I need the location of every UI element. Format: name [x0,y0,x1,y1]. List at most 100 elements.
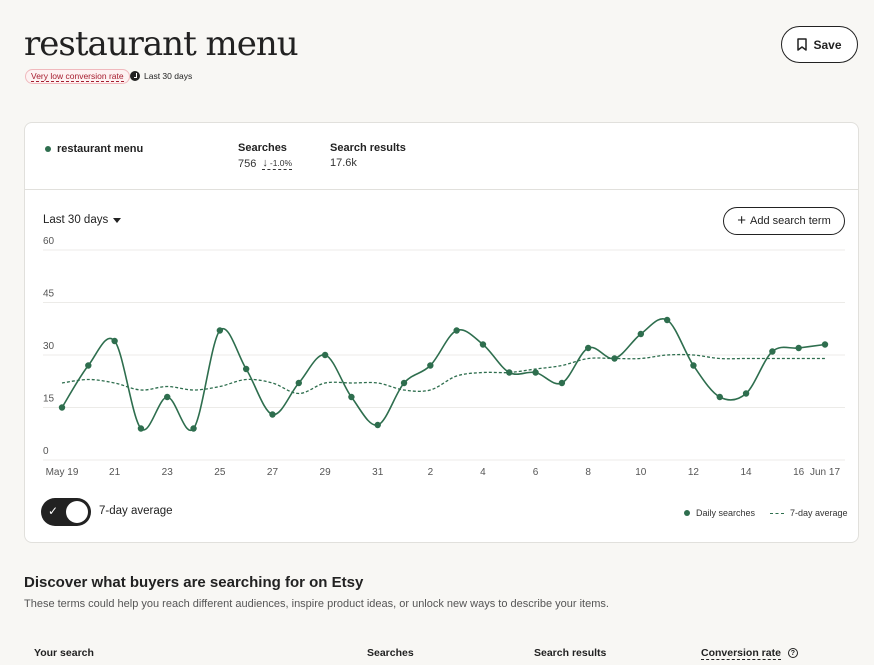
clock-icon [130,71,140,81]
daily-point [242,365,250,373]
daily-point [190,425,197,432]
daily-point [111,337,118,345]
bookmark-icon [797,38,808,51]
legend-average: 7-day average [770,508,848,518]
check-icon: ✓ [48,504,59,518]
y-tick-label: 0 [43,446,49,457]
x-tick-label: 16 [793,467,805,478]
daily-series-line [61,318,826,432]
average-series-line [61,353,825,395]
daily-point [795,344,802,352]
x-tick-label: 2 [428,467,434,478]
daily-point [637,330,645,338]
conversion-rate-label: Conversion rate [701,647,781,660]
column-searches: Searches [367,647,414,659]
daily-point [532,369,539,376]
page-title: restaurant menu [24,24,299,64]
results-label: Search results [330,142,406,154]
term-label: restaurant menu [45,143,143,155]
x-tick-label: 21 [109,467,121,478]
daily-point [611,355,618,362]
daily-point [479,341,487,348]
daily-point [716,393,723,401]
daily-point [216,327,224,334]
toggle-label: 7-day average [99,505,173,517]
daily-point [85,362,92,369]
add-search-term-button[interactable]: + Add search term [723,207,845,235]
save-label: Save [813,37,842,52]
daily-point [348,393,355,401]
x-tick-label: 14 [741,467,753,478]
x-tick-label: 10 [635,467,647,478]
daily-point [58,404,66,411]
legend-dot-icon [684,510,690,516]
searches-change-text: -1.0% [269,158,293,168]
average-toggle[interactable]: ✓ [41,498,91,526]
daily-point [400,379,408,387]
results-value: 17.6k [330,157,357,169]
searches-value: 756 [238,157,257,170]
daily-point [164,393,171,401]
daily-point [427,362,434,369]
arrow-down-icon: ↓ [262,157,268,169]
x-tick-label: 8 [585,467,591,478]
daily-point [453,327,460,334]
x-tick-label: 4 [480,467,486,478]
column-conversion-rate[interactable]: Conversion rate ? [701,647,798,660]
date-range-dropdown[interactable]: Last 30 days [43,214,122,226]
period-indicator: Last 30 days [130,71,192,81]
x-tick-label: Jun 17 [810,467,840,478]
daily-point [821,341,829,348]
period-label: Last 30 days [144,71,193,81]
daily-point [295,379,302,387]
y-tick-label: 60 [43,236,55,247]
legend-average-label: 7-day average [790,508,848,518]
toggle-knob [66,501,88,523]
discover-subtitle: These terms could help you reach differe… [24,598,609,610]
daily-point [585,344,592,352]
searches-label: Searches [238,142,287,154]
legend-daily: Daily searches [684,508,755,518]
searches-change[interactable]: ↓ -1.0% [262,157,293,170]
daily-point [690,362,697,369]
x-tick-label: 12 [688,467,700,478]
y-tick-label: 45 [43,289,55,300]
x-tick-label: 6 [533,467,539,478]
caret-down-icon [113,217,122,223]
legend-dash-icon [770,512,784,514]
plus-icon: + [737,212,747,229]
daily-point [769,348,776,355]
column-search-results: Search results [534,647,607,659]
term-text: restaurant menu [57,143,144,155]
search-term-card: restaurant menu Searches 756 ↓ -1.0% Sea… [24,122,859,543]
daily-point [137,425,145,432]
legend-daily-label: Daily searches [696,508,756,518]
daily-point [321,351,329,359]
discover-title: Discover what buyers are searching for o… [24,574,364,591]
searches-stat: Searches 756 ↓ -1.0% [238,142,293,170]
y-tick-label: 30 [43,341,55,352]
x-tick-label: 27 [267,467,279,478]
x-tick-label: 31 [372,467,384,478]
daily-point [558,379,566,387]
y-tick-label: 15 [43,394,55,405]
results-stat: Search results 17.6k [330,142,406,169]
daily-point [663,316,671,324]
x-tick-label: 25 [214,467,226,478]
series-dot-icon [45,146,51,152]
daily-point [506,369,513,376]
badge-label: Very low conversion rate [31,71,124,82]
daily-point [742,390,750,397]
column-your-search: Your search [34,647,94,659]
card-summary: restaurant menu Searches 756 ↓ -1.0% Sea… [25,123,858,190]
x-tick-label: 23 [162,467,174,478]
range-label: Last 30 days [43,214,109,226]
search-trend-chart: 0 15 30 45 60 May 19 21 23 25 27 29 31 2 4 6 8 10 12 14 16 J… [43,236,845,478]
help-icon[interactable]: ? [787,648,798,659]
x-tick-label: May 19 [46,467,79,478]
daily-point [374,421,381,429]
daily-point [269,411,276,418]
add-label: Add search term [750,215,831,227]
save-button[interactable]: Save [781,26,858,63]
conversion-badge[interactable]: Very low conversion rate [25,69,130,84]
